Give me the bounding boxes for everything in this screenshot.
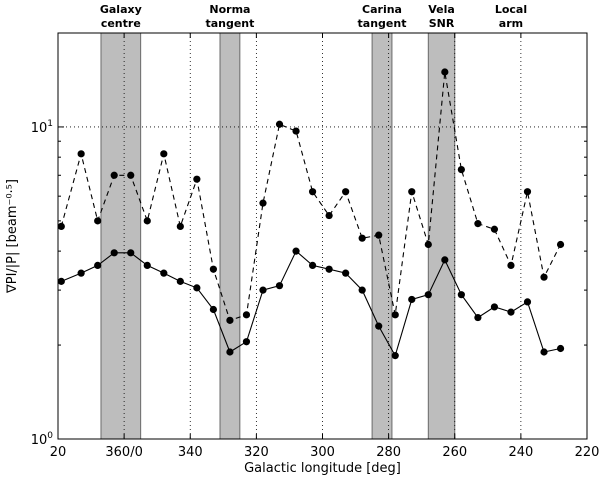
data-point-dashed [209,265,217,273]
data-point-dashed [275,120,284,128]
data-point-solid [77,269,85,277]
data-point-dashed [424,240,432,249]
data-point-solid [226,348,234,356]
data-point-dashed [308,188,317,196]
data-point-dashed [57,222,65,231]
y-tick-label: 100 [31,431,54,448]
data-point-solid [242,338,251,346]
data-point-dashed [292,127,300,135]
x-tick-label: 320 [244,445,269,460]
data-point-solid [540,348,548,356]
region-label-3: Vela [428,3,455,16]
shaded-region-3 [427,32,456,440]
data-point-solid [57,277,65,285]
data-point-solid [127,249,135,257]
data-point-solid [292,247,300,255]
data-point-dashed [457,165,465,174]
data-point-solid [457,291,465,299]
shaded-regions [100,32,456,440]
data-point-solid [375,322,383,330]
shaded-region-0 [100,32,142,440]
region-label-3: SNR [429,17,455,30]
x-tick-label: 280 [376,445,401,460]
data-point-solid [325,265,333,273]
data-point-dashed [127,171,135,179]
data-point-solid [391,352,399,360]
region-label-4: arm [499,17,523,30]
data-point-dashed [226,316,234,324]
grid-lines [58,33,587,439]
data-point-dashed [193,175,201,183]
region-label-0: Galaxy [100,3,142,16]
region-label-1: tangent [205,17,254,30]
data-point-dashed [342,188,350,196]
data-point-dashed [507,261,515,269]
x-tick-label: 360/0 [105,445,142,460]
region-label-4: Local [495,3,527,16]
region-label-2: tangent [358,17,407,30]
data-point-solid [441,256,449,264]
data-point-dashed [408,188,416,196]
x-tick-label: 300 [310,445,335,460]
data-point-dashed [160,150,168,158]
data-point-dashed [474,220,482,228]
data-point-solid [424,291,432,299]
data-point-solid [160,269,168,277]
x-tick-label: 340 [178,445,203,460]
y-axis-label: ∇PI/|P| [beam⁻⁰·⁵] [5,179,20,294]
x-tick-label: 20 [50,445,67,460]
region-label-0: centre [101,17,141,30]
data-point-dashed [77,150,85,158]
data-point-solid [193,284,201,292]
data-point-dashed [391,311,399,319]
data-point-dashed [242,311,251,319]
data-point-dashed [176,222,184,231]
data-point-solid [490,303,499,311]
data-point-solid [275,282,284,290]
data-point-solid [94,261,102,269]
data-point-solid [209,305,217,314]
data-point-solid [259,286,267,294]
data-point-solid [358,286,366,294]
data-point-dashed [441,68,449,76]
data-point-dashed [540,273,548,281]
data-series [57,68,565,360]
axis-ticks: 20 360/0 340 320 300 280 260 240 220 100 101 [31,33,600,460]
data-point-dashed [143,217,151,225]
data-point-dashed [94,217,102,225]
data-point-solid [143,261,151,269]
shaded-region-1 [219,32,241,440]
data-point-dashed [556,240,565,249]
data-point-dashed [375,231,383,239]
data-point-solid [474,313,482,322]
x-tick-label: 260 [442,445,467,460]
region-label-2: Carina [362,3,402,16]
data-point-dashed [490,225,499,233]
x-tick-label: 220 [575,445,600,460]
data-point-dashed [358,234,366,242]
data-point-solid [507,308,515,316]
x-axis-label: Galactic longitude [deg] [244,461,401,476]
data-point-dashed [110,171,118,179]
data-point-dashed [325,211,333,220]
data-point-solid [308,261,317,269]
y-tick-label: 101 [31,119,53,136]
region-label-1: Norma [209,3,250,16]
data-point-solid [523,298,532,306]
data-point-solid [342,269,350,277]
x-tick-label: 240 [508,445,533,460]
data-point-solid [556,344,565,353]
data-point-dashed [523,188,532,196]
data-point-dashed [259,199,267,207]
data-point-solid [110,249,118,257]
data-point-solid [408,295,416,304]
data-point-solid [176,277,184,285]
region-annotations: GalaxycentreNormatangentCarinatangentVel… [100,3,527,30]
